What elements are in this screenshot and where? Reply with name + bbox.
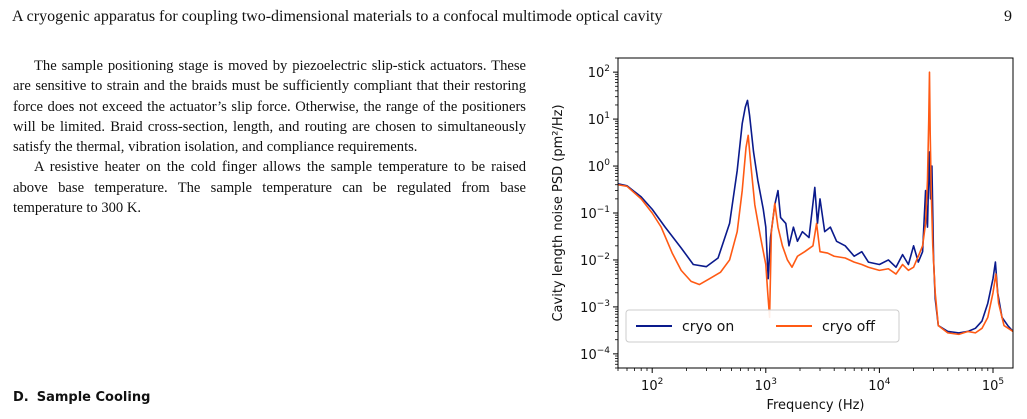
series-layer — [618, 71, 1013, 336]
running-head: A cryogenic apparatus for coupling two-d… — [12, 8, 1012, 28]
x-tick-label: 105 — [982, 377, 1004, 394]
legend-box — [625, 309, 900, 343]
legend-label: cryo on — [682, 319, 734, 335]
section-heading: D. Sample Cooling — [13, 390, 158, 405]
y-tick-label: 100 — [588, 158, 611, 175]
section-letter: D. — [13, 390, 29, 405]
page-number: 9 — [1004, 8, 1012, 25]
y-tick-label: 102 — [588, 64, 610, 81]
plot-frame — [617, 57, 1014, 369]
legend: cryo on cryo off — [625, 309, 900, 343]
section-title: Sample Cooling — [36, 390, 151, 405]
y-tick-label: 10−4 — [580, 346, 610, 363]
psd-figure: 102 103 104 105 102 101 100 10−1 10−2 10−3 10−4 cr… — [540, 44, 1027, 419]
x-tick-label: 104 — [868, 377, 891, 394]
legend-label: cryo off — [822, 319, 875, 335]
psd-chart: 102 103 104 105 102 101 100 10−1 10−2 10−3 10−4 cr… — [551, 57, 1014, 413]
y-tick-label: 10−1 — [580, 205, 610, 222]
running-title: A cryogenic apparatus for coupling two-d… — [12, 8, 663, 25]
y-tick-label: 10−3 — [580, 299, 610, 316]
y-tick-label: 101 — [588, 111, 610, 128]
body-text-column: The sample positioning stage is moved by… — [13, 56, 526, 218]
paragraph: A resistive heater on the cold finger al… — [13, 159, 526, 217]
y-tick-label: 10−2 — [580, 252, 610, 269]
series-line-cryo-off — [618, 71, 1013, 336]
x-tick-label: 103 — [755, 377, 777, 394]
paragraph: The sample positioning stage is moved by… — [13, 58, 526, 156]
x-tick-label: 102 — [641, 377, 663, 394]
series-line-cryo-on — [618, 99, 1013, 334]
y-axis-label: Cavity length noise PSD (pm²/Hz) — [551, 104, 566, 321]
ticks-layer: 102 103 104 105 102 101 100 10−1 10−2 10−3 10−4 — [580, 57, 1004, 394]
x-axis-label: Frequency (Hz) — [766, 398, 864, 413]
